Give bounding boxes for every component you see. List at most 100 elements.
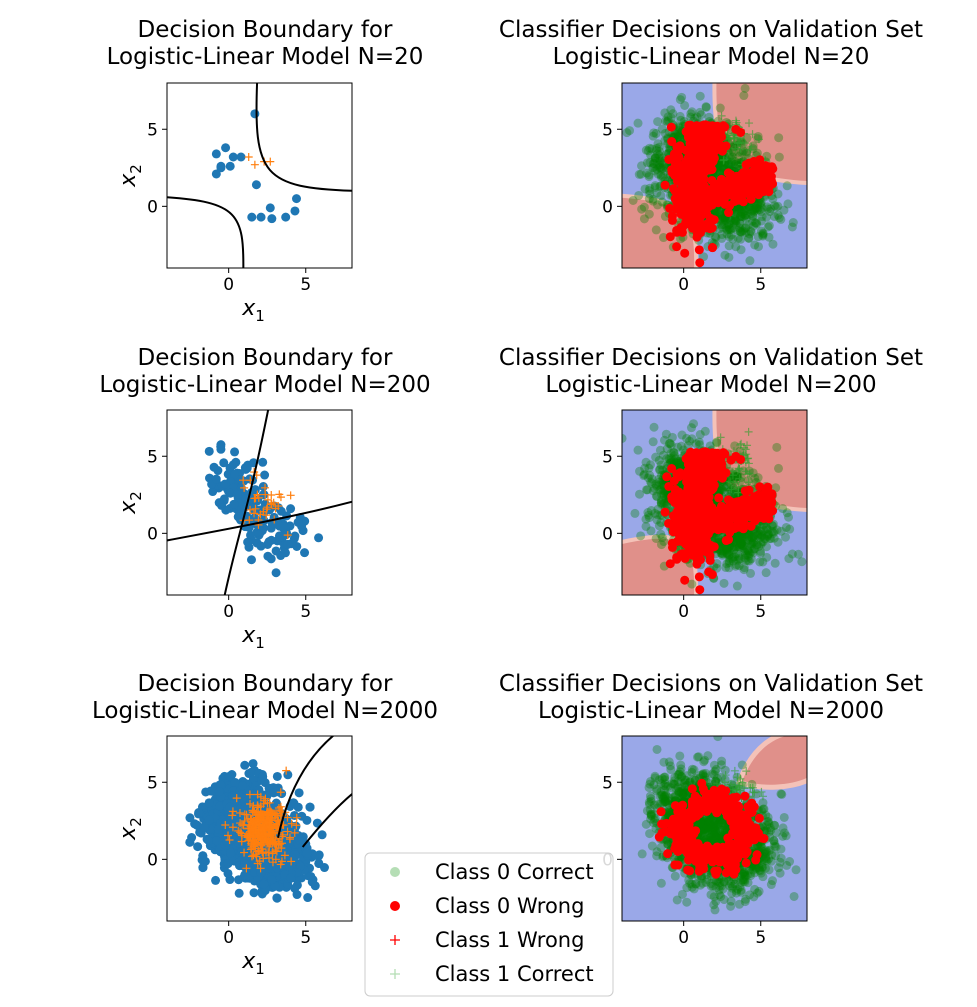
class0-correct-point [637, 161, 647, 171]
class0-correct-point [634, 169, 644, 179]
class0-correct-point [740, 83, 750, 93]
class0-correct-point [735, 536, 745, 546]
class0-wrong-point [702, 219, 712, 229]
class0-correct-point [704, 112, 714, 122]
class0-correct-point [687, 107, 697, 117]
class0-point [260, 470, 270, 480]
class0-wrong-point [744, 158, 754, 168]
class0-correct-point [717, 163, 727, 173]
class0-correct-point [646, 477, 656, 487]
class0-correct-point [656, 529, 666, 539]
decision-boundary-chart: Decision Boundary for Logistic-Linear Mod… [107, 17, 424, 325]
class0-correct-point [652, 492, 662, 502]
class0-point [248, 514, 258, 524]
class1-point [239, 476, 248, 485]
class0-correct-point [738, 531, 748, 541]
class0-correct-point [721, 223, 731, 233]
class0-correct-point [739, 563, 749, 573]
class0-point [317, 830, 327, 840]
class0-correct-point [736, 207, 746, 217]
class0-point [239, 476, 249, 486]
class0-correct-point [736, 539, 746, 549]
class0-correct-point [641, 145, 651, 155]
class0-correct-point [746, 532, 756, 542]
class0-correct-point [670, 451, 680, 461]
class0-correct-point [748, 538, 758, 548]
class0-correct-point [758, 231, 768, 241]
class0-correct-point [715, 103, 725, 113]
class0-wrong-point [703, 525, 713, 535]
class0-correct-point [758, 537, 768, 547]
class0-correct-point [722, 225, 732, 235]
class1-correct-point [717, 111, 726, 120]
class0-correct-point [773, 201, 783, 211]
class0-correct-point [644, 170, 654, 180]
class0-point [271, 546, 281, 556]
class0-wrong-point [668, 527, 678, 537]
class0-correct-point [731, 542, 741, 552]
class0-correct-point [736, 538, 746, 548]
class0-correct-point [758, 520, 768, 530]
class0-correct-point [647, 474, 657, 484]
class0-correct-point [675, 111, 685, 121]
class1-point [261, 490, 270, 499]
class0-correct-point [710, 207, 720, 217]
class0-correct-point [644, 186, 654, 196]
class1-correct-point [734, 139, 743, 148]
class0-correct-point [656, 170, 666, 180]
class0-correct-point [752, 205, 762, 215]
class0-correct-point [655, 445, 665, 455]
class0-point [221, 143, 231, 153]
class0-wrong-point [687, 540, 697, 550]
class1-correct-point [726, 477, 735, 486]
class0-point [211, 474, 221, 484]
class0-correct-point [730, 160, 740, 170]
class0-wrong-point [708, 156, 718, 166]
class0-correct-point [763, 204, 773, 214]
class0-wrong-point [746, 194, 756, 204]
class0-wrong-point [689, 199, 699, 209]
class0-correct-point [712, 437, 722, 447]
class0-correct-point [756, 198, 766, 208]
class0-correct-point [652, 188, 662, 198]
class0-correct-point [646, 526, 656, 536]
class1-correct-point [727, 485, 736, 494]
class0-wrong-point [721, 141, 731, 151]
class0-correct-point [733, 225, 743, 235]
class0-wrong-point [702, 149, 712, 159]
class0-correct-point [661, 429, 671, 439]
class0-correct-point [651, 156, 661, 166]
class0-correct-point [749, 207, 759, 217]
class0-correct-point [746, 208, 756, 218]
class0-correct-point [762, 202, 772, 212]
class0-correct-point [644, 209, 654, 219]
class0-correct-point [740, 548, 750, 558]
class0-correct-point [656, 172, 666, 182]
class0-correct-point [717, 484, 727, 494]
class0-wrong-point [734, 496, 744, 506]
class0-correct-point [716, 220, 726, 230]
class1-point [276, 493, 285, 502]
class0-wrong-point [706, 505, 716, 515]
class0-correct-point [635, 489, 645, 499]
class0-correct-point [770, 201, 780, 211]
class0-correct-point [690, 113, 700, 123]
class0-wrong-point [665, 559, 675, 569]
class0-correct-point [656, 497, 666, 507]
class0-wrong-point [760, 161, 770, 171]
class0-correct-point [762, 552, 772, 562]
class0-wrong-point [703, 198, 713, 208]
class0-wrong-point [707, 175, 717, 185]
x-tick-label: 5 [755, 275, 766, 295]
class0-correct-point [644, 510, 654, 520]
class0-correct-point [760, 534, 770, 544]
class0-correct-point [650, 182, 660, 192]
class0-correct-point [749, 532, 759, 542]
class0-correct-point [763, 530, 773, 540]
y-tick-label: 0 [602, 524, 613, 544]
class0-correct-point [736, 532, 746, 542]
class0-correct-point [662, 444, 672, 454]
class0-correct-point [652, 481, 662, 491]
class0-wrong-point [662, 472, 672, 482]
class0-correct-point [712, 563, 722, 573]
